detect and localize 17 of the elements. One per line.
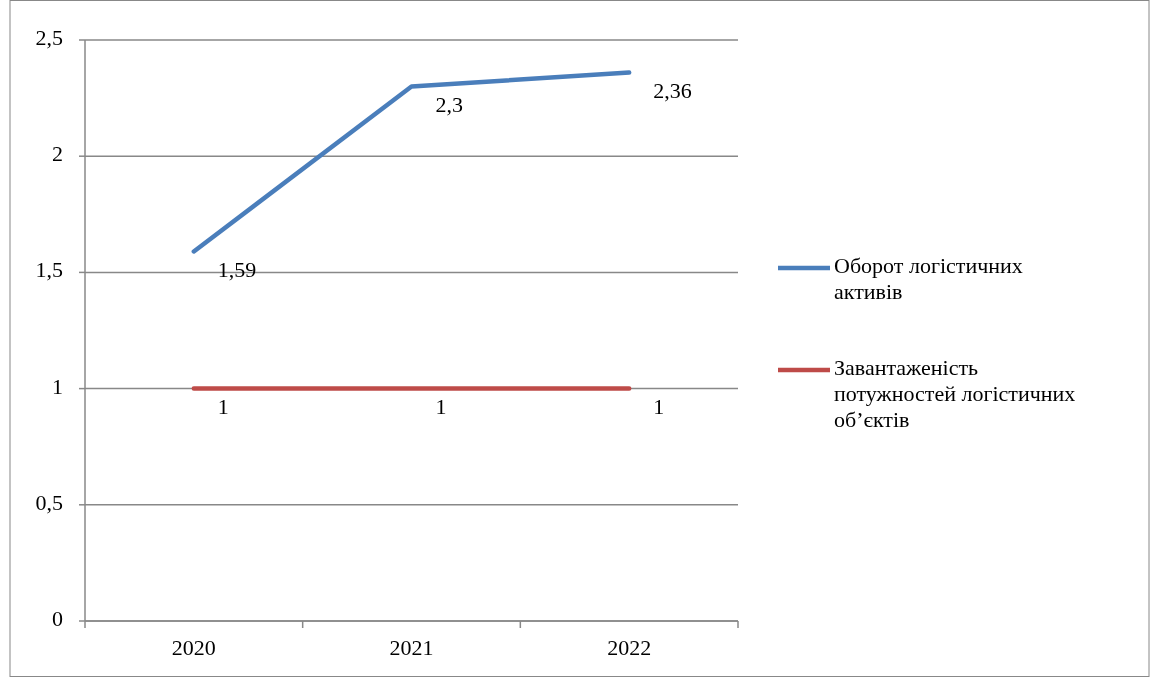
x-tick-label: 2021 — [389, 635, 434, 660]
y-tick-label: 1 — [52, 373, 63, 399]
data-label: 1 — [653, 393, 665, 419]
legend-label: Оборот логістичних активів — [834, 253, 1023, 305]
y-tick-label: 0 — [52, 606, 63, 632]
y-tick-label: 2,5 — [35, 25, 63, 51]
y-tick-label: 1,5 — [35, 257, 63, 283]
x-tick-label: 2022 — [607, 635, 652, 660]
data-label: 1 — [217, 393, 229, 419]
x-tick-label: 2020 — [171, 635, 216, 660]
y-tick-label: 2 — [52, 141, 63, 167]
legend-label: Завантаженість потужностей логістичних об’єктів — [834, 355, 1076, 433]
data-label: 2,36 — [653, 77, 692, 103]
data-label: 1 — [435, 393, 447, 419]
data-label: 2,3 — [435, 91, 463, 117]
y-tick-label: 0,5 — [35, 489, 63, 515]
data-label: 1,59 — [217, 256, 257, 282]
